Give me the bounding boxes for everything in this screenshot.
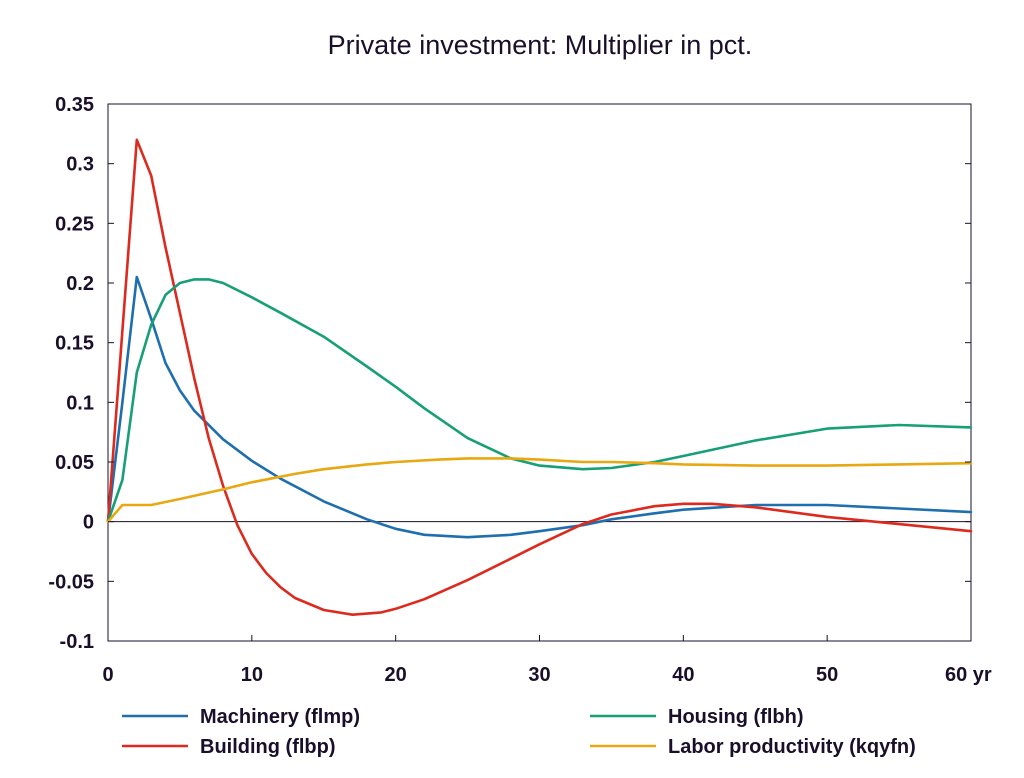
y-tick-label: 0: [83, 512, 94, 534]
x-tick-label: 0: [102, 664, 113, 686]
legend-item-machinery-flmp: Machinery (flmp): [122, 706, 360, 728]
x-tick-label: 10: [241, 664, 263, 686]
legend-label: Building (flbp): [200, 736, 336, 758]
legend-item-building-flbp: Building (flbp): [122, 736, 336, 758]
x-tick-label: 60 yr: [945, 664, 992, 686]
x-tick-label: 30: [528, 664, 550, 686]
y-tick-label: 0.25: [55, 213, 94, 235]
plot-frame: [107, 103, 972, 642]
y-tick-label: 0.1: [66, 392, 94, 414]
y-tick-label: 0.05: [55, 452, 94, 474]
x-tick-label: 50: [816, 664, 838, 686]
series-line-housing-flbh: [106, 278, 973, 524]
series-line-labor-productivity-kqyfn: [106, 457, 973, 524]
series-line-building-flbp: [106, 138, 973, 617]
legend-item-labor-productivity-kqyfn: Labor productivity (kqyfn): [590, 736, 916, 758]
y-tick-label: 0.35: [55, 94, 94, 116]
legend-label: Housing (flbh): [668, 706, 804, 728]
y-tick-label: 0.15: [55, 333, 94, 355]
legend-label: Machinery (flmp): [200, 706, 360, 728]
series-line-machinery-flmp: [106, 275, 973, 539]
legend-item-housing-flbh: Housing (flbh): [590, 706, 804, 728]
legend-label: Labor productivity (kqyfn): [668, 736, 916, 758]
y-tick-label: 0.2: [66, 273, 94, 295]
y-tick-label: -0.05: [48, 571, 94, 593]
chart-title: Private investment: Multiplier in pct.: [327, 30, 753, 60]
y-tick-label: 0.3: [66, 154, 94, 176]
y-tick-label: -0.1: [60, 631, 94, 653]
x-tick-label: 40: [672, 664, 694, 686]
x-tick-label: 20: [385, 664, 407, 686]
